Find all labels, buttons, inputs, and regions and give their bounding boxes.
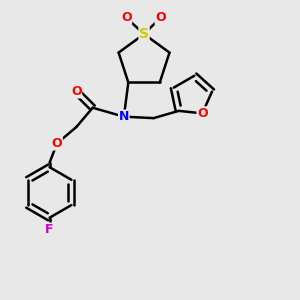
Text: F: F [45,223,54,236]
Text: O: O [52,137,62,150]
Text: N: N [119,110,129,123]
Text: S: S [139,27,149,41]
Text: O: O [121,11,131,24]
Text: O: O [197,107,208,120]
Text: O: O [71,85,82,98]
Text: O: O [155,11,166,24]
